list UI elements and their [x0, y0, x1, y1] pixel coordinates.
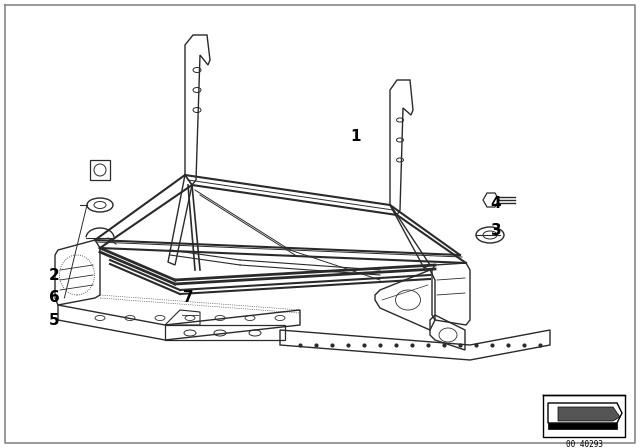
- Text: 7: 7: [184, 290, 194, 306]
- Text: 00 40293: 00 40293: [566, 439, 602, 448]
- Text: 3: 3: [491, 223, 501, 238]
- Text: 4: 4: [491, 196, 501, 211]
- Text: 2: 2: [49, 268, 60, 283]
- Polygon shape: [548, 423, 617, 429]
- Text: 6: 6: [49, 290, 60, 306]
- Text: 1: 1: [350, 129, 360, 144]
- Polygon shape: [558, 407, 620, 421]
- Text: 5: 5: [49, 313, 60, 328]
